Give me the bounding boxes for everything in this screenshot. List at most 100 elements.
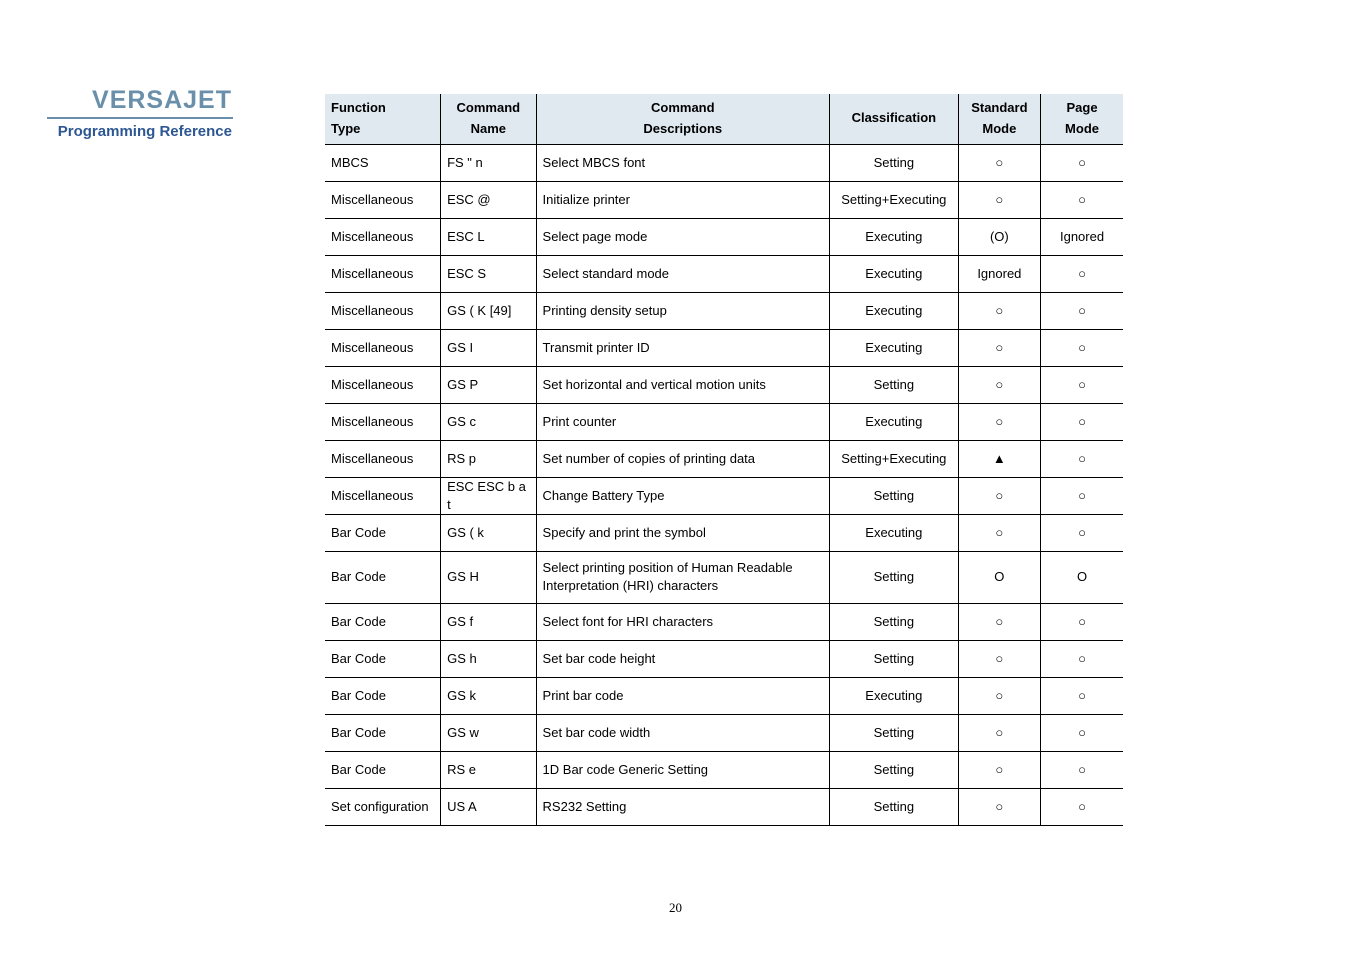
cell-page: ○ [1041,751,1123,788]
table-row: Bar CodeGS kPrint bar codeExecuting○○ [325,677,1123,714]
header-classification: Classification [830,94,959,144]
cell-std: ○ [958,144,1040,181]
hdr-line: Mode [1065,121,1099,136]
hdr-line: Command [651,100,715,115]
cell-page: ○ [1041,603,1123,640]
cell-std: ○ [958,329,1040,366]
cell-std: ○ [958,514,1040,551]
cell-page: Ignored [1041,218,1123,255]
table-row: Bar CodeGS HSelect printing position of … [325,551,1123,603]
cell-std: ○ [958,403,1040,440]
hdr-line: Descriptions [643,121,722,136]
cell-type: Bar Code [325,751,441,788]
cell-class: Executing [830,292,959,329]
sidebar: VERSAJET Programming Reference [0,0,260,140]
table-row: Bar CodeGS ( kSpecify and print the symb… [325,514,1123,551]
cell-page: ○ [1041,677,1123,714]
cell-name: GS ( K [49] [441,292,536,329]
cell-std: ▲ [958,440,1040,477]
cell-desc: Select standard mode [536,255,829,292]
page-number: 20 [0,900,1351,916]
header-std-mode: Standard Mode [958,94,1040,144]
cell-class: Setting [830,714,959,751]
header-page-mode: Page Mode [1041,94,1123,144]
cell-class: Setting [830,477,959,514]
cell-type: Bar Code [325,551,441,603]
cell-std: (O) [958,218,1040,255]
cell-std: O [958,551,1040,603]
cell-std: ○ [958,640,1040,677]
cell-page: ○ [1041,714,1123,751]
table-row: MiscellaneousGS ITransmit printer IDExec… [325,329,1123,366]
cell-std: ○ [958,181,1040,218]
cell-type: Bar Code [325,640,441,677]
cell-type: Miscellaneous [325,366,441,403]
cell-name: GS P [441,366,536,403]
cell-desc: Select MBCS font [536,144,829,181]
cell-std: ○ [958,366,1040,403]
table-row: MBCSFS " nSelect MBCS fontSetting○○ [325,144,1123,181]
cell-page: ○ [1041,329,1123,366]
cell-page: O [1041,551,1123,603]
cell-std: ○ [958,714,1040,751]
cell-class: Setting [830,366,959,403]
table-row: Set configurationUS ARS232 SettingSettin… [325,788,1123,825]
brand-underline [47,117,233,119]
cell-type: Miscellaneous [325,440,441,477]
cell-name: GS f [441,603,536,640]
table-row: MiscellaneousGS ( K [49]Printing density… [325,292,1123,329]
brand-wrap: VERSAJET [0,0,260,115]
hdr-line: Mode [982,121,1016,136]
cell-std: ○ [958,603,1040,640]
cell-class: Executing [830,514,959,551]
cell-std: ○ [958,292,1040,329]
table-row: Bar CodeGS fSelect font for HRI characte… [325,603,1123,640]
cell-name: GS k [441,677,536,714]
cell-type: Miscellaneous [325,218,441,255]
table-row: MiscellaneousGS PSet horizontal and vert… [325,366,1123,403]
cell-page: ○ [1041,477,1123,514]
cell-page: ○ [1041,255,1123,292]
cell-name: GS w [441,714,536,751]
cell-class: Setting [830,603,959,640]
cell-desc: Specify and print the symbol [536,514,829,551]
table-body: MBCSFS " nSelect MBCS fontSetting○○Misce… [325,144,1123,825]
cell-std: ○ [958,788,1040,825]
cell-desc: RS232 Setting [536,788,829,825]
cell-desc: Set number of copies of printing data [536,440,829,477]
cell-type: Miscellaneous [325,255,441,292]
hdr-line: Command [457,100,521,115]
cell-desc: Select font for HRI characters [536,603,829,640]
cell-name: RS p [441,440,536,477]
cell-class: Setting [830,788,959,825]
cell-class: Setting [830,144,959,181]
header-cmd-name: Command Name [441,94,536,144]
cell-desc: Print counter [536,403,829,440]
cell-name: ESC L [441,218,536,255]
cell-page: ○ [1041,403,1123,440]
cell-class: Setting [830,751,959,788]
cell-class: Setting [830,551,959,603]
table-row: MiscellaneousRS pSet number of copies of… [325,440,1123,477]
hdr-line: Standard [971,100,1027,115]
cell-class: Executing [830,677,959,714]
cell-desc: Set horizontal and vertical motion units [536,366,829,403]
cell-class: Setting+Executing [830,440,959,477]
table-row: MiscellaneousESC SSelect standard modeEx… [325,255,1123,292]
cell-desc: Set bar code height [536,640,829,677]
table-row: MiscellaneousESC ESC b a tChange Battery… [325,477,1123,514]
table-row: MiscellaneousGS cPrint counterExecuting○… [325,403,1123,440]
cell-std: Ignored [958,255,1040,292]
cell-class: Executing [830,329,959,366]
cell-name: GS h [441,640,536,677]
cell-type: Miscellaneous [325,403,441,440]
cell-desc: Printing density setup [536,292,829,329]
brand-title: VERSAJET [92,86,232,114]
main-content: Function Type Command Name Command Descr… [325,94,1123,826]
header-row: Function Type Command Name Command Descr… [325,94,1123,144]
cell-name: GS I [441,329,536,366]
cell-type: Miscellaneous [325,181,441,218]
cell-class: Setting+Executing [830,181,959,218]
cell-type: Miscellaneous [325,477,441,514]
hdr-line: Classification [852,110,937,125]
